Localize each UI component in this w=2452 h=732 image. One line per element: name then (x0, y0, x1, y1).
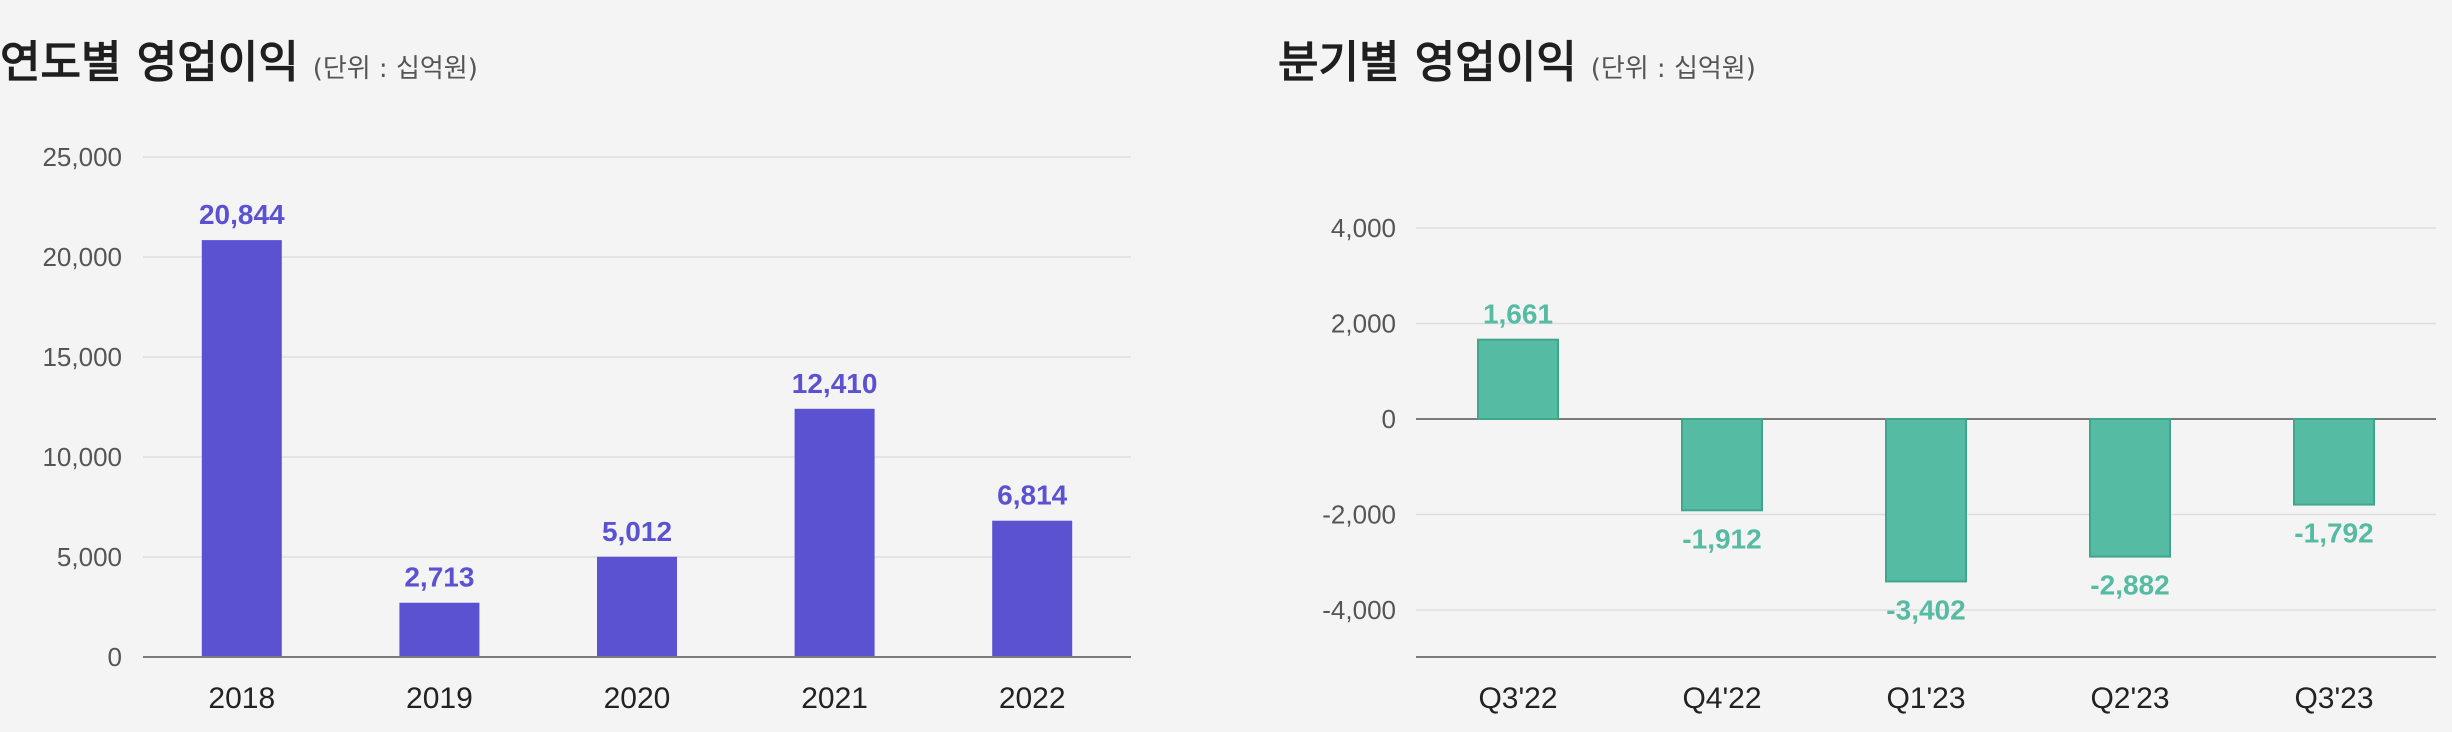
quarterly-data-label: -3,402 (1886, 594, 1965, 625)
annual-ytick-label: 20,000 (42, 242, 122, 272)
annual-bar-chart: 0 5,000 10,000 15,000 20,000 25,000 20,844 2018… (42, 142, 1131, 715)
annual-data-label: 2,713 (404, 562, 474, 593)
annual-bar-2019 (399, 602, 480, 657)
quarterly-data-label: 1,661 (1483, 299, 1553, 330)
quarterly-data-label: -1,912 (1682, 523, 1761, 554)
quarterly-operating-profit-panel: 분기별 영업이익 (단위 : 십억원) -4,000 -2,000 0 2,000 4,0… (1278, 0, 2452, 732)
quarterly-bar-chart: -4,000 -2,000 0 2,000 4,000 1,661 Q3'22 -1,912 Q… (1322, 213, 2436, 715)
quarterly-ytick-label: 4,000 (1331, 213, 1396, 243)
quarterly-ytick-label: -4,000 (1322, 595, 1396, 625)
quarterly-xtick-label: Q3'23 (2294, 682, 2373, 715)
annual-operating-profit-panel: 연도별 영업이익 (단위 : 십억원) 0 5,000 10,000 15,000 20,… (0, 0, 1180, 732)
annual-xtick-label: 2022 (999, 682, 1066, 715)
quarterly-xtick-label: Q3'22 (1478, 682, 1557, 715)
annual-ytick-label: 10,000 (42, 442, 122, 472)
annual-ytick-label: 0 (108, 642, 122, 672)
quarterly-bar-Q4'22 (1681, 418, 1763, 512)
annual-ytick-label: 25,000 (42, 142, 122, 172)
quarterly-chart-unit: (단위 : 십억원) (1590, 54, 1756, 84)
quarterly-data-label: -1,792 (2294, 518, 2373, 549)
annual-data-label: 12,410 (792, 368, 878, 399)
quarterly-title-row: 분기별 영업이익 (단위 : 십억원) (1278, 26, 1756, 90)
annual-data-label: 6,814 (997, 480, 1067, 511)
quarterly-xtick-label: Q2'23 (2090, 682, 2169, 715)
quarterly-bar-Q3'22 (1477, 338, 1559, 421)
quarterly-xtick-label: Q4'22 (1682, 682, 1761, 715)
quarterly-ytick-label: 0 (1382, 404, 1396, 434)
quarterly-chart-title: 분기별 영업이익 (1278, 37, 1577, 88)
quarterly-bar-Q1'23 (1885, 418, 1967, 583)
annual-xtick-label: 2021 (801, 682, 868, 715)
annual-xtick-label: 2019 (406, 682, 473, 715)
annual-xtick-label: 2018 (208, 682, 275, 715)
annual-title-row: 연도별 영업이익 (단위 : 십억원) (0, 26, 478, 90)
annual-bar-2022 (992, 520, 1073, 657)
annual-chart-unit: (단위 : 십억원) (312, 54, 478, 84)
quarterly-data-label: -2,882 (2090, 570, 2169, 601)
annual-bar-2020 (597, 556, 677, 657)
quarterly-xtick-label: Q1'23 (1886, 682, 1965, 715)
annual-bar-2018 (201, 240, 282, 657)
annual-xtick-label: 2020 (604, 682, 671, 715)
quarterly-ytick-label: 2,000 (1331, 309, 1396, 339)
quarterly-bar-Q2'23 (2089, 418, 2171, 558)
annual-ytick-label: 15,000 (42, 342, 122, 372)
annual-data-label: 20,844 (199, 199, 285, 230)
annual-ytick-label: 5,000 (57, 542, 122, 572)
quarterly-ytick-label: -2,000 (1322, 500, 1396, 530)
annual-chart-title: 연도별 영업이익 (0, 37, 299, 88)
annual-data-label: 5,012 (602, 516, 672, 547)
annual-bar-2021 (794, 408, 875, 657)
quarterly-bar-Q3'23 (2293, 418, 2375, 506)
